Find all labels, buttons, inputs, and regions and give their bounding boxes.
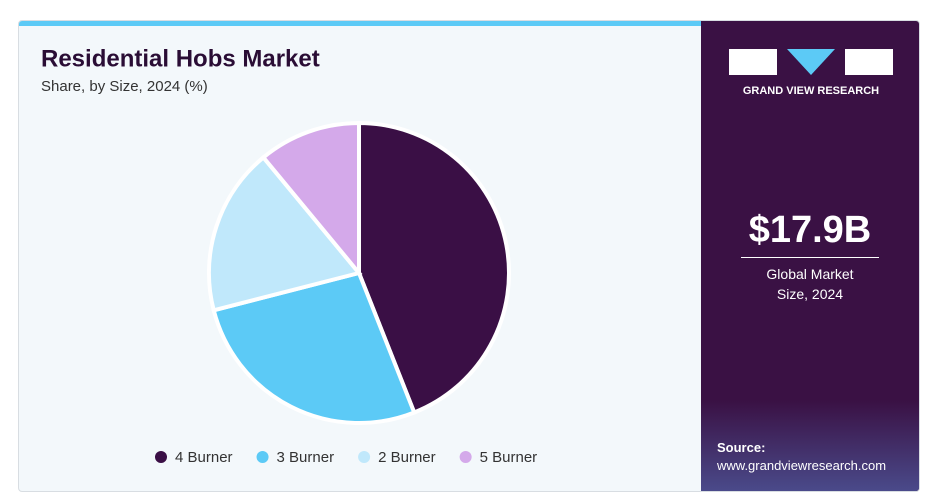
pie-slice	[357, 120, 511, 416]
legend-swatch	[358, 451, 371, 463]
pie-slice	[207, 154, 363, 313]
chart-subtitle: Share, by Size, 2024 (%)	[41, 78, 208, 95]
chart-title: Residential Hobs Market	[41, 45, 320, 72]
pie-slice	[211, 270, 417, 425]
legend-label: 5 Burner	[480, 449, 538, 466]
legend-swatch	[155, 451, 167, 463]
source-label: Source:	[717, 440, 766, 455]
legend-swatch	[459, 451, 472, 463]
divider	[741, 257, 879, 258]
market-label: Global Market Size, 2024	[766, 266, 854, 302]
logo: GRAND VIEW RESEARCH	[729, 49, 893, 97]
legend-label: 2 Burner	[378, 449, 436, 466]
legend-swatch	[256, 451, 269, 463]
market-size: $17.9B	[748, 209, 872, 251]
brand: GRAND VIEW RESEARCH	[743, 85, 879, 97]
chart: Residential Hobs Market Share, by Size, …	[41, 45, 538, 466]
source: www.grandviewresearch.com	[717, 458, 887, 473]
logo-block	[845, 49, 893, 75]
legend-label: 3 Burner	[277, 449, 335, 466]
logo-block	[787, 49, 835, 75]
top-stripe	[19, 21, 701, 26]
legend-label: 4 Burner	[175, 449, 233, 466]
card: Residential Hobs Market Share, by Size, …	[18, 20, 920, 492]
side-panel-footer	[701, 401, 919, 491]
side-panel: GRAND VIEW RESEARCH $17.9B Global Market…	[701, 21, 919, 491]
pie-slice	[260, 120, 361, 279]
logo-block	[729, 49, 777, 75]
